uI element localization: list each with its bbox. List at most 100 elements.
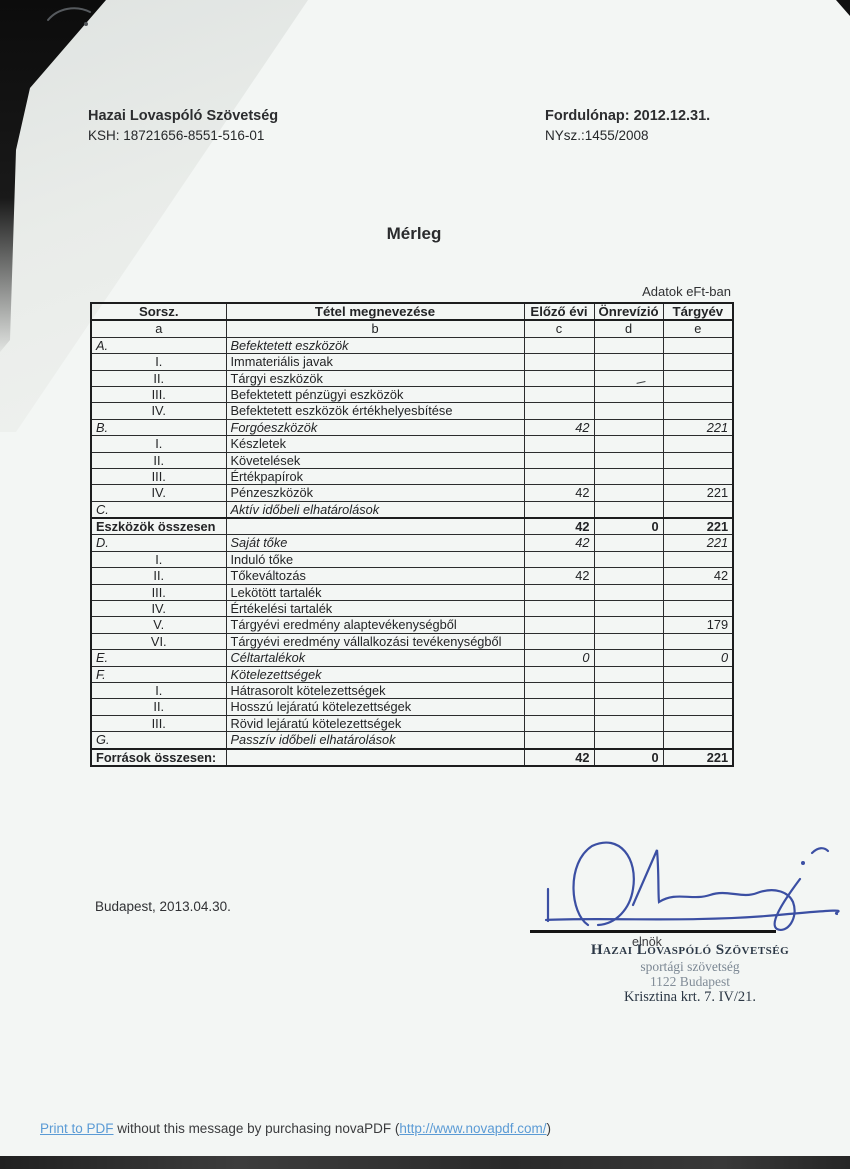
ksh-number: KSH: 18721656-8551-516-01 xyxy=(88,128,265,143)
table-row: II. Tárgyi eszközök xyxy=(90,369,734,387)
header-self-revision: Önrevízió xyxy=(593,302,664,322)
cell-d: 0 xyxy=(593,517,664,536)
stamp-org-type: sportági szövetség xyxy=(640,959,740,974)
cell-sorsz: Források összesen: xyxy=(90,747,227,767)
cell-e xyxy=(662,435,734,453)
cell-sorsz: IV. xyxy=(90,484,227,502)
cell-sorsz: A. xyxy=(90,336,227,355)
table-row: C. Aktív időbeli elhatárolások xyxy=(90,500,734,519)
header-current-year: Tárgyév xyxy=(662,302,734,322)
cell-d xyxy=(593,698,664,716)
cell-d xyxy=(593,681,664,700)
cell-c xyxy=(523,731,595,750)
cell-label: Passzív időbeli elhatárolások xyxy=(225,731,525,750)
pen-tick-mark xyxy=(635,375,646,384)
cell-c xyxy=(523,435,595,453)
cell-c: 42 xyxy=(523,484,595,502)
cell-c: 42 xyxy=(523,418,595,437)
table-row: II. Hosszú lejáratú kötelezettségek xyxy=(90,698,734,716)
cell-e xyxy=(662,714,734,733)
table-row: I. Induló tőke xyxy=(90,550,734,569)
cell-label: Kötelezettségek xyxy=(225,665,525,683)
cell-c: 42 xyxy=(523,567,595,585)
cell-e xyxy=(662,600,734,618)
cell-sorsz: II. xyxy=(90,451,227,469)
cell-label: Céltartalékok xyxy=(225,649,525,667)
subheader-a: a xyxy=(90,319,227,338)
cell-e xyxy=(662,681,734,700)
cell-c xyxy=(523,385,595,404)
cell-c: 42 xyxy=(523,747,595,767)
cell-c xyxy=(523,467,595,486)
balance-table: Sorsz. Tétel megnevezése Előző évi Önrev… xyxy=(90,302,735,767)
pen-scratch-mark xyxy=(47,7,91,26)
registry-number: NYsz.:1455/2008 xyxy=(545,128,649,143)
cell-sorsz: F. xyxy=(90,665,227,683)
table-row: IV. Befektetett eszközök értékhelyesbítés… xyxy=(90,402,734,420)
cell-e: 0 xyxy=(662,649,734,667)
cell-c xyxy=(523,583,595,602)
header-right: Fordulónap: 2012.12.31. NYsz.:1455/2008 xyxy=(545,106,710,146)
cell-c xyxy=(523,550,595,569)
cell-c xyxy=(523,665,595,683)
cell-c xyxy=(523,600,595,618)
cell-sorsz: II. xyxy=(90,567,227,585)
cell-label: Értékpapírok xyxy=(225,467,525,486)
cell-label: Immateriális javak xyxy=(225,353,525,371)
cell-label: Tárgyi eszközök xyxy=(225,369,525,387)
cell-d xyxy=(593,731,664,750)
cell-d xyxy=(593,385,664,404)
organization-stamp: Hazai Lovaspóló Szövetség sportági szöve… xyxy=(556,941,824,1006)
table-row: G. Passzív időbeli elhatárolások xyxy=(90,731,734,750)
cell-d xyxy=(593,467,664,486)
cell-d xyxy=(593,550,664,569)
cell-e xyxy=(662,385,734,404)
cell-label: Befektetett eszközök értékhelyesbítése xyxy=(225,402,525,420)
cell-sorsz: II. xyxy=(90,369,227,387)
cell-e: 221 xyxy=(662,534,734,552)
cell-c xyxy=(523,369,595,387)
cell-d xyxy=(593,336,664,355)
cell-e xyxy=(662,467,734,486)
cell-sorsz: IV. xyxy=(90,600,227,618)
cell-label: Tárgyévi eredmény alaptevékenységből xyxy=(225,616,525,634)
cell-label: Készletek xyxy=(225,435,525,453)
table-row: E. Céltartalékok 0 0 xyxy=(90,649,734,667)
cell-c xyxy=(523,353,595,371)
novapdf-url-link[interactable]: http://www.novapdf.com/ xyxy=(399,1121,547,1136)
cell-e xyxy=(662,451,734,469)
table-row: V. Tárgyévi eredmény alaptevékenységből 17… xyxy=(90,616,734,634)
cell-label: Lekötött tartalék xyxy=(225,583,525,602)
cell-e xyxy=(662,500,734,519)
cell-label xyxy=(225,747,525,767)
header-item-name: Tétel megnevezése xyxy=(225,302,525,322)
table-row: VI. Tárgyévi eredmény vállalkozási tevéke… xyxy=(90,632,734,651)
cell-e xyxy=(662,665,734,683)
cell-d xyxy=(593,600,664,618)
cell-label: Tőkeváltozás xyxy=(225,567,525,585)
table-row: III. Rövid lejáratú kötelezettségek xyxy=(90,714,734,733)
table-row: B. Forgóeszközök 42 221 xyxy=(90,418,734,437)
cell-d: 0 xyxy=(593,747,664,767)
cell-e xyxy=(662,550,734,569)
cell-c xyxy=(523,632,595,651)
cell-d xyxy=(593,353,664,371)
cell-label: Hátrasorolt kötelezettségek xyxy=(225,681,525,700)
cell-label xyxy=(225,517,525,536)
cell-sorsz: Eszközök összesen xyxy=(90,517,227,536)
stamp-street-address: Krisztina krt. 7. IV/21. xyxy=(623,989,757,1005)
date-place-line: Budapest, 2013.04.30. xyxy=(95,899,231,914)
watermark-text: without this message by purchasing novaP… xyxy=(113,1121,400,1136)
cell-c xyxy=(523,500,595,519)
table-row: III. Lekötött tartalék xyxy=(90,583,734,602)
cell-e xyxy=(662,336,734,355)
stamp-city: 1122 Budapest xyxy=(649,974,731,989)
cell-label: Induló tőke xyxy=(225,550,525,569)
cell-c xyxy=(523,616,595,634)
company-name: Hazai Lovaspóló Szövetség xyxy=(88,108,279,124)
print-to-pdf-link[interactable]: Print to PDF xyxy=(40,1121,114,1136)
cell-label: Hosszú lejáratú kötelezettségek xyxy=(225,698,525,716)
table-row: I. Hátrasorolt kötelezettségek xyxy=(90,681,734,700)
watermark-footer: Print to PDF without this message by pur… xyxy=(40,1121,551,1136)
subheader-b: b xyxy=(225,319,525,338)
